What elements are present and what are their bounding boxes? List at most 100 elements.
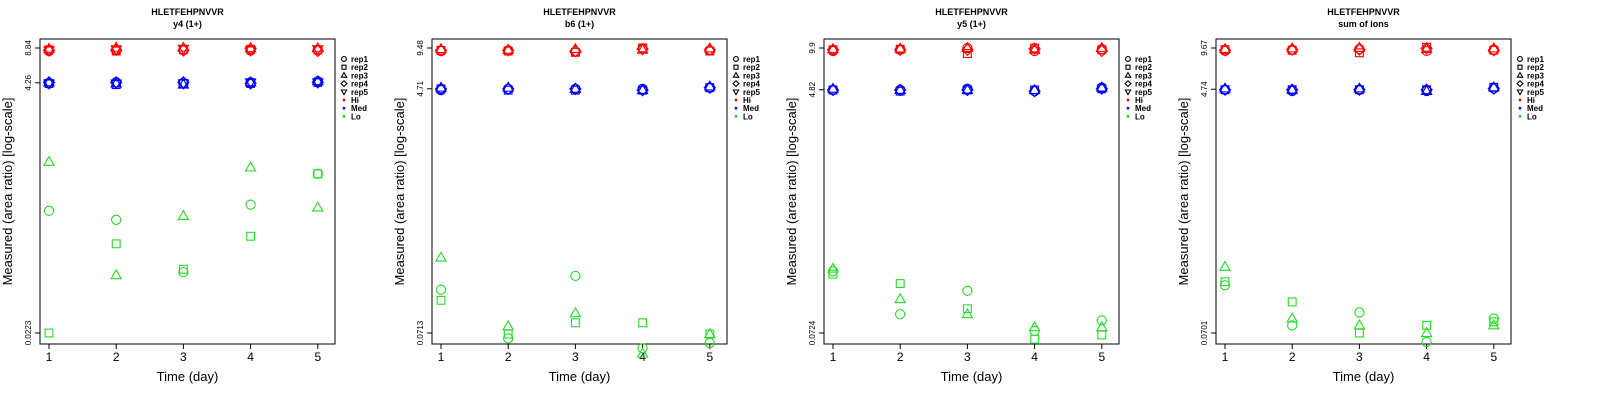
data-point [111, 214, 122, 225]
legend-marker [1124, 71, 1132, 78]
data-point [1096, 315, 1107, 326]
legend-marker [340, 89, 348, 96]
data-point [704, 82, 715, 93]
data-point [110, 79, 123, 90]
x-tick-label: 5 [706, 350, 713, 364]
legend-marker [734, 106, 738, 110]
data-point [636, 42, 649, 56]
y-tick-label: 0.0223 [24, 320, 33, 345]
y-tick-label: 4.82 [808, 81, 817, 97]
data-point [826, 83, 840, 97]
plot-frame [431, 38, 728, 345]
data-point [1028, 320, 1041, 332]
data-point [311, 45, 324, 56]
data-point [434, 251, 448, 262]
data-point [312, 168, 323, 179]
x-tick-label: 4 [247, 350, 254, 364]
data-point [177, 79, 190, 90]
data-point [894, 292, 907, 304]
legend-label: Lo [1135, 112, 1145, 121]
data-point [1028, 42, 1041, 55]
data-point [1028, 84, 1041, 98]
data-point [961, 43, 974, 57]
legend-label: rep3 [743, 71, 760, 80]
data-point [826, 82, 840, 93]
data-point [1487, 82, 1501, 95]
x-tick-label: 3 [1356, 350, 1363, 364]
x-tick-label: 4 [1031, 350, 1038, 364]
data-point [244, 75, 257, 87]
data-point [1097, 330, 1107, 340]
data-point [569, 82, 582, 93]
data-point [1220, 277, 1230, 287]
legend-label: rep1 [351, 55, 368, 64]
chart-title: HLETFEHPNVVR [543, 7, 616, 17]
data-point [1285, 43, 1299, 56]
legend-label: Med [1135, 104, 1151, 113]
data-point [503, 83, 514, 95]
data-point [42, 155, 56, 166]
data-point [703, 43, 717, 57]
data-point [1420, 84, 1433, 95]
legend-marker [733, 56, 739, 62]
chart-panel-4: HLETFEHPNVVR sum of ions 1 2 3 4 5 Time (day) 0.… [1176, 7, 1544, 384]
data-point [177, 209, 190, 220]
data-point [826, 42, 840, 54]
legend-marker [341, 56, 347, 62]
data-point [1420, 83, 1433, 97]
legend-label: Hi [351, 96, 359, 105]
x-axis-label: Time (day) [549, 369, 611, 384]
data-point [569, 82, 582, 96]
x-tick-label: 3 [964, 350, 971, 364]
data-point [638, 318, 648, 328]
y-axis-label: Measured (area ratio) [log-scale] [784, 98, 799, 286]
legend-marker [1125, 64, 1131, 70]
legend-label: rep4 [351, 80, 368, 89]
legend-label: Lo [351, 112, 361, 121]
data-point [110, 77, 123, 88]
data-point [570, 270, 581, 282]
legend-label: rep2 [1527, 63, 1544, 72]
data-point [1487, 80, 1500, 92]
legend-label: rep1 [1135, 55, 1152, 64]
x-tick-label: 2 [505, 350, 512, 364]
legend-marker [1517, 64, 1523, 70]
data-point [1420, 326, 1433, 338]
data-point [1287, 297, 1297, 307]
data-point [501, 44, 515, 57]
legend-label: rep1 [1527, 55, 1544, 64]
data-point [1489, 317, 1499, 327]
data-point [311, 74, 324, 86]
data-point [1028, 83, 1041, 94]
data-point [1286, 312, 1299, 323]
data-point [894, 83, 907, 94]
data-point [1354, 307, 1365, 318]
x-tick-label: 3 [572, 350, 579, 364]
legend-marker [1125, 56, 1131, 62]
legend-marker [1518, 106, 1522, 110]
data-point [636, 43, 649, 54]
legend-marker [342, 106, 346, 110]
data-point [1218, 42, 1232, 54]
data-point [1219, 280, 1231, 291]
chart-subtitle: sum of ions [1338, 19, 1389, 29]
data-point [703, 42, 716, 53]
legend-label: rep4 [1527, 80, 1544, 89]
data-point [961, 307, 974, 319]
data-point [177, 44, 190, 56]
data-point [895, 279, 905, 288]
data-point [636, 83, 649, 97]
legend-marker [340, 71, 348, 78]
chart-subtitle: b6 (1+) [565, 19, 594, 29]
x-tick-label: 5 [314, 350, 321, 364]
legend-marker [734, 115, 738, 118]
legend-label: Hi [743, 96, 751, 105]
data-point [502, 81, 515, 92]
legend-label: Hi [1135, 96, 1143, 105]
data-point [1218, 82, 1232, 93]
data-point [501, 82, 515, 96]
data-point [178, 266, 189, 278]
chart-panel-3: HLETFEHPNVVR y5 (1+) 1 2 3 4 5 Time (day) 0.0724… [784, 7, 1152, 384]
data-point [569, 44, 582, 58]
legend-marker [732, 71, 740, 78]
